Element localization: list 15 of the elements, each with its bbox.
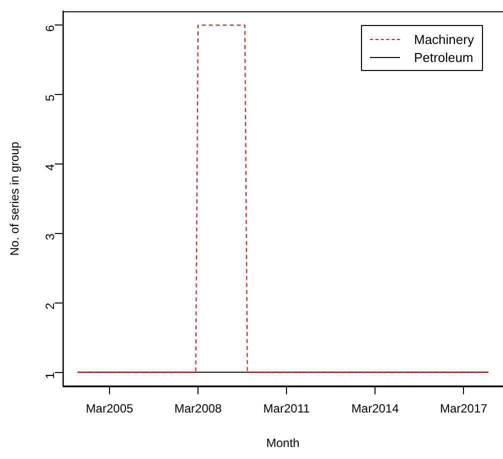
legend-label: Petroleum [414, 50, 474, 65]
y-tick-label: 4 [43, 164, 58, 171]
x-tick-label: Mar2005 [86, 402, 134, 416]
x-tick-label: Mar2014 [351, 402, 400, 416]
legend-label: Machinery [414, 32, 474, 47]
y-tick-label: 1 [43, 372, 58, 379]
y-tick-label: 5 [43, 94, 58, 102]
x-tick-label: Mar2017 [440, 402, 488, 416]
x-axis-title: Month [266, 436, 300, 450]
y-tick-label: 6 [43, 24, 58, 32]
y-axis-title: No. of series in group [8, 141, 22, 256]
y-tick-label: 2 [43, 302, 58, 310]
y-tick-label: 3 [43, 233, 58, 240]
x-tick-label: Mar2011 [263, 402, 310, 416]
x-tick-label: Mar2008 [174, 402, 222, 416]
